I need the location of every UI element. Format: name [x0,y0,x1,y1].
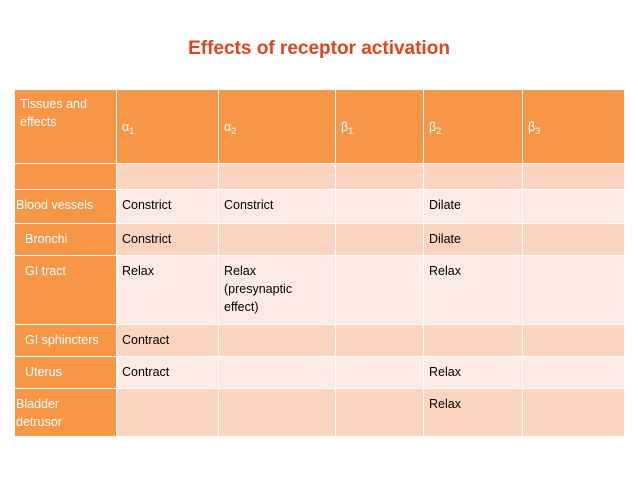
table-cell [116,388,219,437]
table-row: GI tract Relax Relax (presynaptic effect… [14,255,625,325]
table-cell [218,324,336,357]
row-label: GI sphincters [14,324,117,357]
header-beta1: β1 [335,89,424,164]
table-cell [335,255,424,325]
table-cell [522,223,625,256]
header-alpha2: α2 [218,89,336,164]
table-cell: Relax [423,388,523,437]
table-row: Blood vessels Constrict Constrict Dilate [14,189,625,224]
table-header-row: Tissues and effects α1 α2 β1 β2 β3 [14,89,625,164]
page-title: Effects of receptor activation [188,38,450,59]
header-beta2-base: β [429,119,437,134]
row-label: Bladder detrusor [14,388,117,437]
table-cell [522,388,625,437]
header-beta3: β3 [522,89,625,164]
table-row: Bronchi Constrict Dilate [14,223,625,256]
table-cell [335,223,424,256]
table-cell [218,223,336,256]
table-cell [522,356,625,389]
table-cell: Constrict [218,189,336,224]
table-cell [335,356,424,389]
header-tissues-line1: Tissues and [20,97,87,111]
header-beta1-sub: 1 [348,125,354,136]
row-label: Uterus [14,356,117,389]
table-row: Uterus Contract Relax [14,356,625,389]
row-label [14,163,117,190]
table-cell [335,189,424,224]
row-label: Blood vessels [14,189,117,224]
table-cell [423,324,523,357]
row-label: Bronchi [14,223,117,256]
table-cell [423,163,523,190]
header-beta3-base: β [528,119,536,134]
header-beta2-sub: 2 [436,125,442,136]
table-cell [218,388,336,437]
header-alpha1-base: α [122,119,130,134]
table-cell: Contract [116,356,219,389]
header-tissues-line2: effects [20,115,57,129]
header-alpha1-sub: 1 [129,125,135,136]
header-beta3-sub: 3 [535,125,541,136]
table-cell [116,163,219,190]
header-alpha2-sub: 2 [231,125,237,136]
receptor-effects-table: Tissues and effects α1 α2 β1 β2 β3 Blood … [14,89,625,437]
table-cell [335,163,424,190]
table-cell: Constrict [116,189,219,224]
table-cell: Relax [423,356,523,389]
table-row: GI sphincters Contract [14,324,625,357]
row-label: GI tract [14,255,117,325]
header-beta2: β2 [423,89,523,164]
table-cell: Contract [116,324,219,357]
table-cell [522,255,625,325]
table-cell: Dilate [423,223,523,256]
table-row [14,163,625,190]
table-cell [335,324,424,357]
table-cell [335,388,424,437]
table-cell: Constrict [116,223,219,256]
table-cell [522,324,625,357]
header-alpha2-base: α [224,119,232,134]
table-cell: Relax [423,255,523,325]
table-cell: Dilate [423,189,523,224]
header-tissues: Tissues and effects [14,89,117,164]
table-cell: Relax (presynaptic effect) [218,255,336,325]
table-cell [522,189,625,224]
table-cell: Relax [116,255,219,325]
table-row: Bladder detrusor Relax [14,388,625,437]
table-cell [522,163,625,190]
table-cell [218,163,336,190]
header-alpha1: α1 [116,89,219,164]
table-cell [218,356,336,389]
header-beta1-base: β [341,119,349,134]
